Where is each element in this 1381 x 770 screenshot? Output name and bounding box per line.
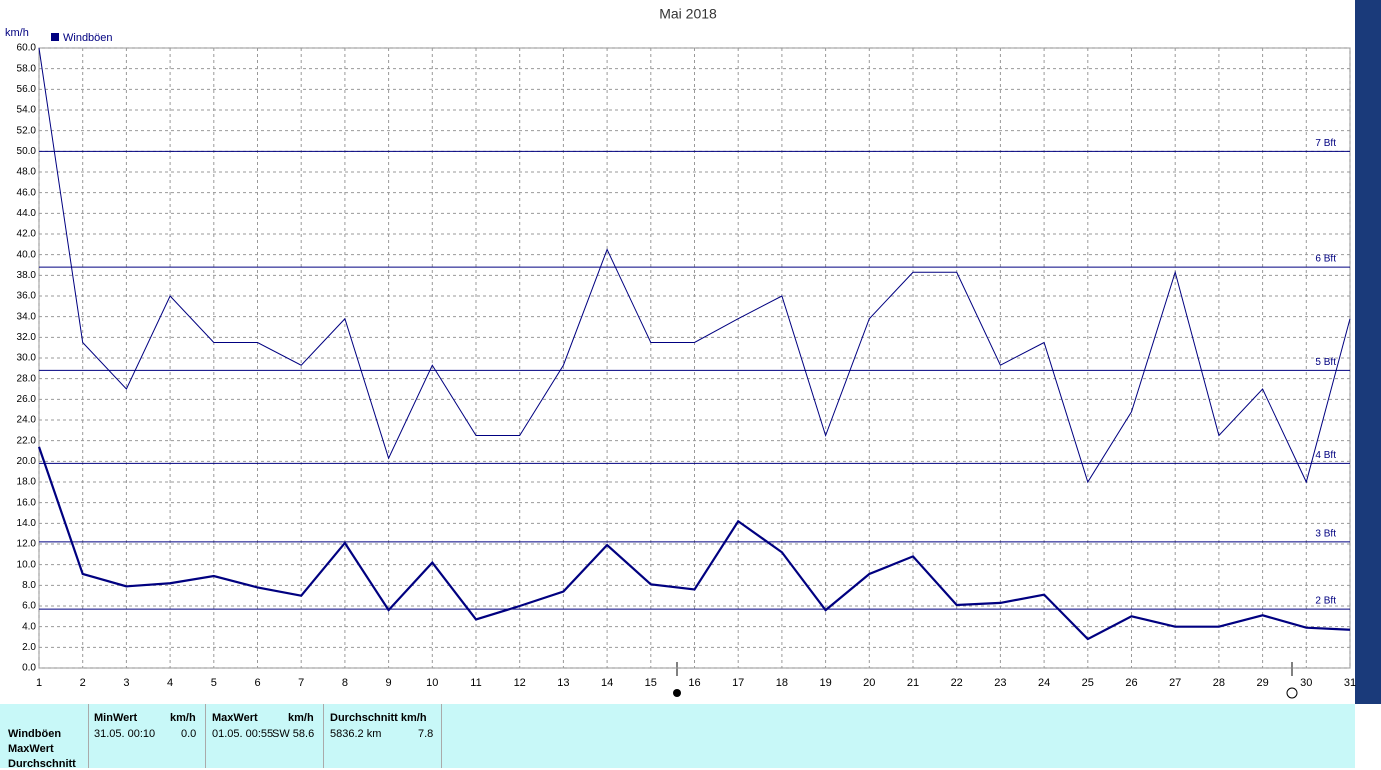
x-tick-label: 30 — [1300, 677, 1312, 689]
y-tick-label: 50.0 — [17, 146, 37, 157]
x-tick-label: 7 — [298, 677, 304, 689]
chart: Mai 2018 km/h Windböen 0.0 2.0 4.0 6.0 8.0 10… — [5, 0, 1381, 704]
y-tick-label: 20.0 — [17, 456, 37, 467]
beaufort-label: 2 Bft — [1315, 596, 1336, 607]
y-axis-label: km/h — [5, 27, 29, 39]
beaufort-label: 6 Bft — [1315, 254, 1336, 265]
legend-swatch — [51, 33, 59, 41]
x-tick-label: 5 — [211, 677, 217, 689]
separator — [441, 704, 442, 768]
distance: 5836.2 km — [330, 728, 382, 740]
y-tick-label: 56.0 — [17, 84, 37, 95]
max-time: 01.05. 00:55 — [212, 728, 274, 740]
x-tick-label: 24 — [1038, 677, 1050, 689]
column-header: MaxWert — [212, 712, 258, 724]
y-tick-label: 22.0 — [17, 435, 37, 446]
y-tick-label: 54.0 — [17, 105, 37, 116]
series-line — [37, 446, 1351, 641]
stats-panel: Windböen MaxWert Durchschnitt MinWert km… — [0, 704, 1355, 770]
min-time: 31.05. 00:10 — [94, 728, 156, 740]
row-label: Windböen — [8, 728, 62, 740]
full-moon-icon — [673, 689, 681, 697]
beaufort-label: 7 Bft — [1315, 138, 1336, 149]
y-tick-label: 10.0 — [17, 559, 37, 570]
x-tick-label: 27 — [1169, 677, 1181, 689]
y-tick-label: 30.0 — [17, 353, 37, 364]
column-unit: km/h — [288, 712, 314, 724]
y-tick-label: 0.0 — [22, 663, 36, 674]
y-tick-label: 38.0 — [17, 270, 37, 281]
x-tick-label: 18 — [776, 677, 788, 689]
y-tick-label: 52.0 — [17, 125, 37, 136]
y-tick-label: 12.0 — [17, 539, 37, 550]
x-tick-label: 8 — [342, 677, 348, 689]
y-tick-label: 8.0 — [22, 580, 36, 591]
column-header: Durchschnitt km/h — [330, 712, 427, 724]
x-tick-label: 25 — [1082, 677, 1094, 689]
y-tick-label: 46.0 — [17, 187, 37, 198]
x-tick-label: 28 — [1213, 677, 1225, 689]
x-tick-label: 16 — [688, 677, 700, 689]
separator — [88, 704, 89, 768]
x-tick-label: 22 — [951, 677, 963, 689]
legend-label: Windböen — [63, 32, 113, 44]
beaufort-label: 4 Bft — [1315, 450, 1336, 461]
y-tick-label: 34.0 — [17, 311, 37, 322]
y-tick-label: 42.0 — [17, 229, 37, 240]
x-tick-label: 31 — [1344, 677, 1356, 689]
y-tick-label: 18.0 — [17, 477, 37, 488]
column-unit: km/h — [170, 712, 196, 724]
x-tick-label: 10 — [426, 677, 438, 689]
series-line — [38, 47, 1351, 484]
x-tick-label: 29 — [1256, 677, 1268, 689]
y-tick-label: 58.0 — [17, 63, 37, 74]
min-value: 0.0 — [181, 728, 197, 740]
row-label: MaxWert — [8, 743, 54, 755]
x-tick-label: 11 — [470, 677, 481, 689]
x-tick-label: 9 — [386, 677, 392, 689]
x-tick-label: 17 — [732, 677, 744, 689]
row-label: Durchschnitt — [8, 758, 76, 770]
x-tick-label: 20 — [863, 677, 875, 689]
x-tick-label: 6 — [254, 677, 260, 689]
chart-title: Mai 2018 — [659, 6, 717, 22]
y-tick-label: 2.0 — [22, 642, 36, 653]
y-tick-label: 14.0 — [17, 518, 37, 529]
y-tick-label: 4.0 — [22, 621, 36, 632]
separator — [323, 704, 324, 768]
x-tick-label: 21 — [907, 677, 919, 689]
y-tick-label: 48.0 — [17, 167, 37, 178]
x-tick-label: 13 — [557, 677, 569, 689]
y-tick-label: 28.0 — [17, 373, 37, 384]
separator — [205, 704, 206, 768]
y-tick-label: 44.0 — [17, 208, 37, 219]
y-tick-label: 40.0 — [17, 249, 37, 260]
x-tick-label: 14 — [601, 677, 613, 689]
y-tick-label: 6.0 — [22, 601, 36, 612]
x-tick-label: 26 — [1125, 677, 1137, 689]
x-tick-label: 19 — [819, 677, 831, 689]
window-background — [1355, 0, 1381, 704]
x-tick-label: 2 — [80, 677, 86, 689]
y-tick-label: 36.0 — [17, 291, 37, 302]
y-tick-label: 24.0 — [17, 415, 37, 426]
column-header: MinWert — [94, 712, 138, 724]
new-moon-icon — [1286, 687, 1298, 699]
y-tick-label: 26.0 — [17, 394, 37, 405]
x-tick-label: 1 — [36, 677, 42, 689]
beaufort-label: 5 Bft — [1315, 357, 1336, 368]
average-value: 7.8 — [418, 728, 434, 740]
x-tick-label: 12 — [514, 677, 526, 689]
x-tick-label: 3 — [123, 677, 129, 689]
y-tick-label: 32.0 — [17, 332, 37, 343]
max-value: SW 58.6 — [272, 728, 315, 740]
y-tick-label: 60.0 — [17, 43, 37, 54]
x-tick-label: 15 — [645, 677, 657, 689]
y-tick-label: 16.0 — [17, 497, 37, 508]
beaufort-label: 3 Bft — [1315, 529, 1336, 540]
x-tick-label: 4 — [167, 677, 173, 689]
x-tick-label: 23 — [994, 677, 1006, 689]
